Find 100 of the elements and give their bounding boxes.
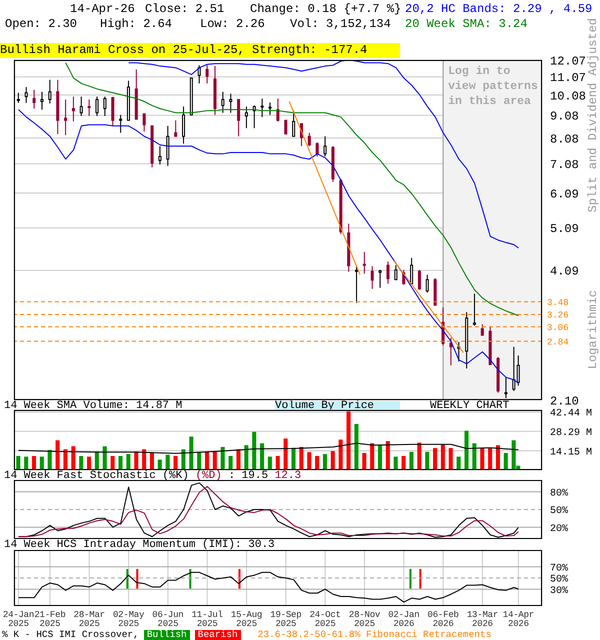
candlestick <box>426 274 429 294</box>
candlestick <box>394 264 398 280</box>
text: 23.6-38.2-50-61.8% Fibonacci Retracements <box>258 629 492 640</box>
candlestick <box>260 98 264 118</box>
x-tick-label: 19-Sep 2025 <box>270 610 302 629</box>
bar <box>220 446 225 470</box>
candlestick <box>88 99 91 116</box>
candlestick <box>378 269 382 288</box>
x-tick-label: 06-Jun 2025 <box>152 610 184 629</box>
candlestick <box>516 355 520 386</box>
bar <box>71 446 76 470</box>
y-tick-label: 7.08 <box>550 158 579 172</box>
bar <box>24 456 28 470</box>
bar <box>32 456 36 470</box>
y-tick-label: 12.07 <box>550 54 586 68</box>
text: Logarithmic <box>586 290 600 370</box>
candlestick <box>166 125 170 166</box>
text: Bullish <box>144 629 190 640</box>
band-label: Log in to view patterns in this area <box>448 65 538 108</box>
y-tick-label: 5.09 <box>550 222 579 236</box>
bar <box>440 444 445 470</box>
candlestick <box>80 96 83 116</box>
candlestick <box>324 136 327 157</box>
bar <box>425 452 430 470</box>
text: 14-Apr-26 <box>70 2 135 16</box>
bar <box>496 445 500 470</box>
y-tick-label: 42.44 M <box>550 408 592 420</box>
chart-title: 14 Week HCS Intraday Momentum (IMI): 30.3 <box>4 539 275 551</box>
candlestick <box>370 266 374 290</box>
bar <box>386 441 390 470</box>
candlestick <box>276 98 280 122</box>
bar <box>110 456 115 470</box>
bar <box>512 440 516 470</box>
y-tick-label: 2.10 <box>550 394 579 408</box>
bar <box>212 451 217 470</box>
annotation: WEEKLY CHART <box>430 400 510 412</box>
legend-title: % K - HCS IMI Crossover, <box>2 629 139 640</box>
candlestick <box>40 91 44 110</box>
y-tick-label: 20% <box>550 524 568 535</box>
bar <box>354 424 358 470</box>
ref-line-label: 3.26 <box>547 310 569 321</box>
text: 20 Week SMA: 3.24 <box>405 17 528 31</box>
series-label: (%D) <box>194 470 222 482</box>
bar <box>448 448 453 470</box>
bar <box>315 456 320 470</box>
text: High: 2.64 <box>100 17 172 31</box>
x-tick-label: 24-Oct 2025 <box>310 610 341 629</box>
candlestick <box>119 114 122 134</box>
bar <box>268 456 272 470</box>
y-tick-label: 50% <box>550 506 568 518</box>
candlestick <box>362 251 366 274</box>
bar <box>102 446 107 470</box>
text: Change: 0.18 {+7.7 %} <box>250 2 402 16</box>
bar <box>87 456 92 470</box>
x-tick-label: 11-Jul 2025 <box>192 610 223 629</box>
chart-title: 14 Week Fast Stochastic (%K) <box>4 470 189 482</box>
bar <box>166 454 170 470</box>
annotation: : 19.5 <box>227 470 268 482</box>
chart-subtitle: Bullish Harami Cross on 25-Jul-25, Strength: -177.4 <box>0 43 400 58</box>
ref-line-label: 2.84 <box>547 338 569 348</box>
bar <box>504 452 508 470</box>
bar <box>79 456 84 470</box>
candlestick <box>410 257 414 286</box>
candlestick <box>355 265 358 304</box>
bar <box>362 452 366 470</box>
bar <box>464 430 469 470</box>
candlestick <box>103 96 106 116</box>
candlestick <box>268 102 272 116</box>
bar <box>260 443 264 470</box>
bar <box>346 411 351 470</box>
x-tick-label: 13-Mar 2026 <box>466 610 498 629</box>
x-tick-label: 24-Jan 2025 <box>2 610 34 629</box>
x-tick-label: 28-Mar 2025 <box>74 610 105 629</box>
bar <box>158 460 162 470</box>
bar <box>56 440 60 470</box>
candlestick <box>72 96 75 122</box>
ref-line-label: 3.06 <box>547 323 569 333</box>
candlestick <box>418 269 421 290</box>
y-tick-label: 30% <box>550 586 568 597</box>
x-tick-label: 14-Apr 2026 <box>502 610 534 629</box>
x-tick-label: 15-Aug 2025 <box>230 610 262 629</box>
x-tick-label: 02-Jan 2026 <box>388 610 420 629</box>
bar <box>307 452 312 470</box>
candlestick <box>48 79 52 104</box>
bar <box>150 452 154 470</box>
bar <box>126 454 130 470</box>
text: Bearish <box>194 629 241 640</box>
bar <box>284 438 288 470</box>
candlestick <box>480 324 484 336</box>
candlestick <box>174 120 178 137</box>
candlestick <box>244 106 248 129</box>
candlestick <box>206 64 209 84</box>
candlestick <box>237 99 240 137</box>
text: Low: 2.26 <box>200 17 265 31</box>
y-tick-label: 80% <box>550 488 568 500</box>
y-tick-label: 10.08 <box>550 89 586 104</box>
candlestick <box>111 96 114 126</box>
candlestick <box>182 106 186 144</box>
bar <box>456 456 461 470</box>
y-tick-label: 14.15 M <box>550 447 592 458</box>
